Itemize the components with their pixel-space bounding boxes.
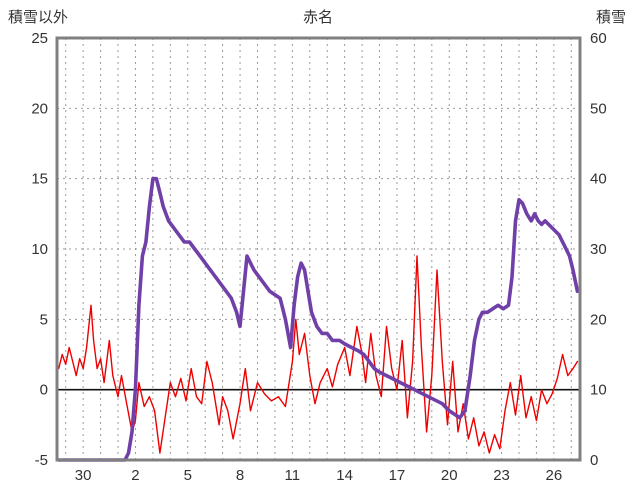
chart-header: 積雪以外 赤名 積雪 bbox=[0, 6, 636, 28]
y-right-tick: 60 bbox=[590, 30, 607, 47]
y-right-tick: 20 bbox=[590, 311, 607, 328]
y-right-tick: 0 bbox=[590, 452, 598, 469]
x-tick: 17 bbox=[389, 467, 406, 484]
y-right-tick: 50 bbox=[590, 100, 607, 117]
y-right-tick: 10 bbox=[590, 382, 607, 399]
x-tick: 23 bbox=[493, 467, 510, 484]
y-left-tick: 5 bbox=[40, 311, 48, 328]
y-left-tick: 15 bbox=[31, 171, 48, 188]
y-left-tick: 25 bbox=[31, 30, 48, 47]
x-tick: 26 bbox=[546, 467, 563, 484]
x-tick: 30 bbox=[75, 467, 92, 484]
right-axis-title: 積雪 bbox=[595, 9, 626, 26]
x-tick: 11 bbox=[285, 467, 301, 484]
x-tick: 14 bbox=[336, 467, 353, 484]
y-right-tick: 40 bbox=[590, 171, 607, 188]
left-axis-title: 積雪以外 bbox=[8, 9, 69, 26]
y-right-tick: 30 bbox=[590, 241, 607, 258]
x-tick: 20 bbox=[441, 467, 458, 484]
x-tick: 8 bbox=[236, 467, 244, 484]
y-left-tick: 0 bbox=[40, 382, 48, 399]
chart-title: 赤名 bbox=[302, 9, 333, 26]
y-left-tick: -5 bbox=[35, 452, 48, 469]
x-tick: 2 bbox=[131, 467, 139, 484]
y-left-tick: 10 bbox=[31, 241, 48, 258]
y-left-tick: 20 bbox=[31, 100, 48, 117]
x-tick: 5 bbox=[184, 467, 192, 484]
